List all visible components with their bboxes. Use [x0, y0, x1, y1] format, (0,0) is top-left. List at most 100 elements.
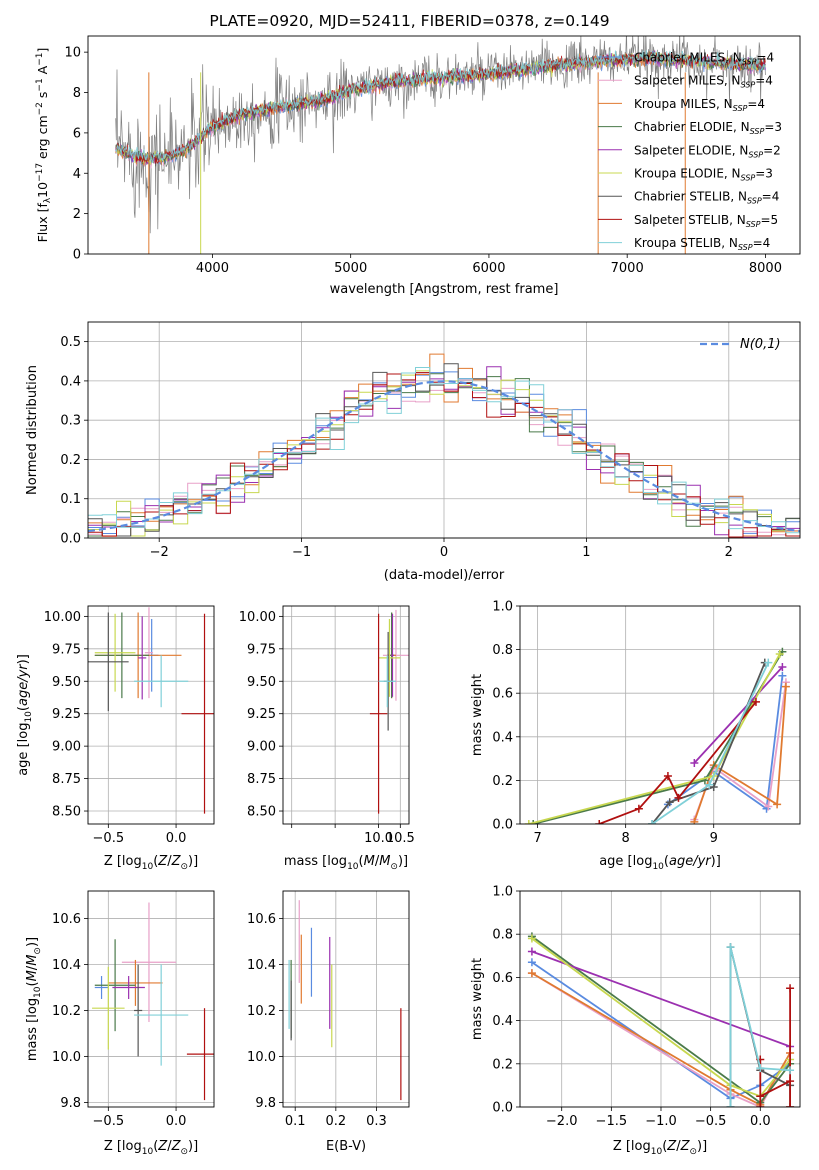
weight-line: [759, 988, 791, 1107]
y-tick-label: 0.8: [492, 928, 513, 943]
y-tick-label: 9.8: [255, 1096, 276, 1111]
x-axis-label: mass [log10(M/M⊙)]: [284, 854, 408, 872]
weight-marker: [527, 947, 536, 956]
panel-residuals: −2 −1 0 1 2 0.0 0.1 0.2 0.3 0.4 0.5 N(0,1) (data-mod…: [25, 321, 801, 583]
panel-mass_vs_ebv: 0.1 0.2 0.3 9.8 10.0 10.2 10.4 10.6 E(B-V): [247, 890, 410, 1154]
axes-frame: [519, 605, 801, 825]
y-tick-label: 0.3: [60, 414, 81, 429]
gaussian-curve: [88, 380, 800, 533]
lines-weight_vs_age: [524, 647, 790, 824]
axes-frame: [87, 890, 215, 1108]
x-tick-label: −1.5: [596, 1114, 628, 1129]
weight-marker: [756, 1092, 765, 1101]
errorbars-mass_vs_ebv: [288, 900, 402, 1101]
weight-line: [531, 950, 791, 1048]
x-tick-label: 6000: [472, 261, 505, 276]
y-tick-label: 1.0: [492, 600, 513, 615]
y-tick-label: 8.50: [52, 805, 81, 820]
weight-marker: [786, 1066, 795, 1075]
residual-histogram: [88, 372, 800, 538]
y-axis-label: age [log10(age/yr)]: [16, 654, 34, 776]
y-tick-label: 0.1: [60, 492, 81, 507]
x-tick-label: 0.1: [285, 1114, 306, 1129]
x-tick-label: 0.0: [166, 1114, 187, 1129]
y-tick-label: 4: [73, 167, 81, 182]
x-tick-label: 2: [725, 545, 733, 560]
weight-marker: [778, 671, 787, 680]
y-tick-label: 10.4: [52, 958, 81, 973]
weight-marker: [756, 1064, 765, 1073]
axes-frame: [87, 605, 215, 825]
y-tick-label: 9.8: [60, 1096, 81, 1111]
x-tick-label: −2.0: [546, 1114, 578, 1129]
x-tick-label: −0.5: [93, 1114, 125, 1129]
y-tick-label: 0.4: [492, 1014, 513, 1029]
weight-marker: [756, 1103, 765, 1107]
x-tick-label: 7: [533, 831, 541, 846]
y-tick-label: 0.0: [492, 1101, 513, 1116]
axes-frame: [87, 35, 801, 255]
x-tick-label: 0: [440, 545, 448, 560]
y-tick-label: 10.0: [52, 1050, 81, 1065]
y-tick-label: 9.75: [52, 642, 81, 657]
weight-line: [693, 682, 787, 820]
weight-marker: [634, 804, 643, 813]
y-axis-label: mass weight: [470, 674, 485, 756]
weight-marker: [764, 658, 773, 667]
panel-age_vs_Z: −0.5 0.0 8.50 8.75 9.00 9.25 9.50 9.75 10.00 Z [l…: [16, 605, 215, 872]
weight-marker: [674, 793, 683, 802]
y-tick-label: 0.8: [492, 643, 513, 658]
panel-weight_vs_Z: −2.0 −1.5 −1.0 −0.5 0.0 0.0 0.2 0.4 0.6 0.8 1.0 Z […: [470, 885, 801, 1157]
weight-marker: [778, 663, 787, 672]
y-tick-label: 9.25: [52, 707, 81, 722]
y-tick-label: 0.2: [492, 1057, 513, 1072]
y-tick-label: 9.00: [247, 740, 276, 755]
x-axis-label: (data-model)/error: [384, 568, 505, 583]
x-axis-label: age [log10(age/yr)]: [599, 854, 721, 872]
legend-entry-label: Chabrier MILES, NSSP=4: [634, 51, 774, 67]
weight-line: [528, 653, 781, 824]
y-tick-label: 10.2: [247, 1004, 276, 1019]
legend-entry-label: N(0,1): [740, 337, 781, 352]
axes-frame: [282, 890, 410, 1108]
errorbars-age_vs_mass: [369, 609, 409, 814]
weight-marker: [690, 758, 699, 767]
legend-entry-label: Chabrier ELODIE, NSSP=3: [634, 120, 782, 136]
weight-marker: [527, 969, 536, 978]
x-tick-label: 5000: [334, 261, 367, 276]
legend-entry-label: Chabrier STELIB, NSSP=4: [634, 190, 779, 206]
residual-histogram: [88, 367, 800, 534]
x-tick-label: −0.5: [695, 1114, 727, 1129]
weight-marker: [764, 802, 773, 811]
weight-marker: [665, 798, 674, 807]
panel-age_vs_mass: 10.010.5 8.50 8.75 9.00 9.25 9.50 9.75 10.00 mas…: [239, 605, 415, 872]
x-axis-label: Z [log10(Z/Z⊙)]: [104, 1139, 198, 1157]
lines-weight_vs_Z: [527, 932, 795, 1107]
weight-line: [532, 651, 784, 824]
weight-marker: [524, 820, 533, 824]
axes-frame: [87, 321, 801, 539]
weight-marker: [529, 820, 538, 824]
x-tick-label: 10.0: [364, 831, 393, 846]
y-tick-label: 10.00: [239, 610, 276, 625]
legend-entry-label: Kroupa MILES, NSSP=4: [634, 97, 765, 113]
y-tick-label: 10.00: [44, 610, 81, 625]
y-axis-label: Normed distribution: [25, 365, 40, 495]
x-tick-label: −1.0: [645, 1114, 677, 1129]
x-tick-label: 1: [582, 545, 590, 560]
weight-marker: [726, 1103, 735, 1107]
panel-spectrum: 4000 5000 6000 7000 8000 0 2 4 6 8 10 Chabrier MILE…: [35, 35, 801, 297]
weight-marker: [775, 649, 784, 658]
weight-marker: [781, 682, 790, 691]
y-tick-label: 8.75: [52, 772, 81, 787]
x-tick-label: 8: [622, 831, 630, 846]
y-tick-label: 9.50: [52, 675, 81, 690]
residual-histograms: [88, 353, 800, 538]
panel-mass_vs_Z: −0.5 0.0 9.8 10.0 10.2 10.4 10.6 Z [log10(Z/Z⊙)…: [25, 890, 215, 1157]
y-tick-label: 10.2: [52, 1004, 81, 1019]
y-tick-label: 0.0: [60, 532, 81, 547]
y-tick-label: 9.50: [247, 675, 276, 690]
y-axis-label: mass [log10(M/M⊙)]: [25, 937, 43, 1061]
weight-marker: [786, 984, 795, 993]
legend-entry-label: Kroupa STELIB, NSSP=4: [634, 236, 770, 252]
